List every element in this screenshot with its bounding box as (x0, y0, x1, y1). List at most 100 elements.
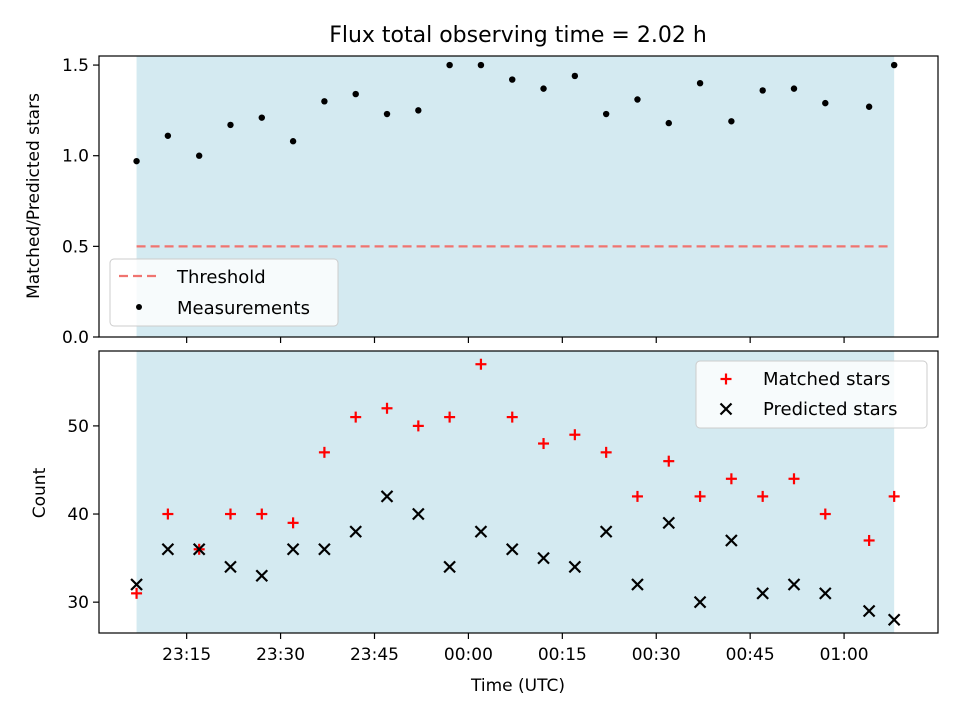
measurement-point (728, 118, 735, 125)
measurement-point (446, 61, 453, 69)
top-legend-box (109, 258, 339, 327)
predicted-star-point (631, 578, 644, 591)
x-tick-label: 00:15 (538, 645, 587, 665)
matched-star-point (663, 455, 675, 467)
predicted-star-point (443, 560, 456, 574)
measurement-point (289, 138, 297, 145)
measurement-point (790, 85, 798, 92)
matched-star-point (569, 429, 581, 441)
measurement-point (227, 121, 234, 129)
predicted-star-point (693, 595, 707, 609)
measurement-point (352, 90, 359, 98)
top-y-tick-label: 1.5 (62, 56, 89, 76)
predicted-star-point (887, 613, 901, 627)
bottom-x-ticks: 23:15 23:30 23:45 00:00 00:15 00:30 00:45 01:00 (162, 633, 869, 665)
x-tick-label: 23:15 (162, 645, 211, 665)
top-legend: Threshold Measurements (109, 258, 339, 327)
predicted-star-point (568, 560, 582, 574)
legend-measurements-swatch (136, 304, 142, 310)
matched-star-point (131, 587, 143, 599)
matched-star-point (888, 490, 900, 502)
legend-predicted-label: Predicted stars (763, 399, 897, 420)
predicted-star-point (725, 534, 738, 547)
chart-title: Flux total observing time = 2.02 h (329, 23, 707, 48)
matched-star-point (863, 534, 875, 546)
x-tick-label: 23:30 (256, 645, 305, 665)
matched-star-point (350, 411, 362, 423)
matched-star-point (412, 420, 424, 432)
top-x-ticks (186, 337, 845, 343)
matched-star-point (162, 508, 174, 520)
x-tick-label: 00:00 (444, 645, 493, 665)
measurement-points (133, 61, 898, 165)
measurement-point (164, 132, 172, 139)
matched-star-point (788, 473, 800, 485)
bottom-legend-box (695, 360, 928, 429)
predicted-star-point (862, 604, 876, 618)
predicted-star-point (380, 490, 394, 503)
top-y-tick-label: 0.5 (62, 237, 89, 257)
matched-star-point (224, 508, 236, 520)
top-y-axis-label: Matched/Predicted stars (24, 93, 44, 299)
x-tick-label: 01:00 (820, 645, 869, 665)
predicted-star-point (318, 543, 331, 556)
measurement-point (195, 152, 203, 159)
predicted-star-point (662, 516, 676, 530)
predicted-star-point (130, 578, 143, 591)
bottom-y-ticks: 30 40 50 (67, 417, 99, 613)
predicted-star-point (349, 525, 362, 538)
top-panel: 0.0 0.5 1.0 1.5 Matched/Predicted stars Thr… (24, 55, 939, 348)
top-axes-frame (98, 55, 939, 338)
predicted-star-point (599, 525, 613, 538)
matched-star-point (506, 411, 518, 423)
measurement-point (540, 85, 547, 92)
measurement-point (602, 110, 610, 118)
top-y-tick-label: 0.0 (62, 328, 89, 348)
matched-star-point (444, 411, 456, 423)
matched-star-point (757, 490, 769, 502)
legend-matched-label: Matched stars (763, 369, 890, 390)
legend-matched-swatch (720, 373, 732, 385)
measurement-point (477, 61, 485, 69)
predicted-star-point (255, 569, 269, 582)
measurement-point (759, 87, 766, 94)
measurement-point (634, 96, 641, 103)
x-tick-label: 00:45 (726, 645, 775, 665)
legend-measurements-label: Measurements (177, 298, 310, 319)
measurement-point (571, 72, 579, 80)
measurement-point (822, 99, 829, 107)
measurement-point (509, 76, 516, 83)
bottom-y-axis-label: Count (30, 467, 50, 518)
predicted-star-point (787, 578, 801, 591)
x-tick-label: 23:45 (350, 645, 399, 665)
matched-star-point (475, 358, 487, 370)
matched-star-point (819, 508, 831, 520)
predicted-star-point (224, 560, 237, 574)
predicted-star-point (161, 543, 175, 556)
matched-stars-points (131, 358, 900, 599)
predicted-stars-points (130, 490, 901, 627)
top-y-ticks: 0.0 0.5 1.0 1.5 (62, 56, 99, 348)
matched-star-point (318, 446, 330, 458)
measurement-point (415, 107, 422, 114)
measurement-point (696, 79, 704, 87)
predicted-star-point (286, 543, 300, 556)
legend-threshold-label: Threshold (176, 267, 266, 288)
measurement-point (383, 110, 391, 118)
predicted-star-point (537, 551, 550, 565)
matched-star-point (725, 473, 737, 485)
legend-predicted-marker (719, 402, 733, 416)
predicted-star-point (756, 587, 769, 600)
x-tick-label: 00:30 (632, 645, 681, 665)
bottom-axes-frame (98, 350, 939, 634)
bottom-y-tick-label: 30 (67, 593, 89, 613)
bottom-y-tick-label: 50 (67, 417, 89, 437)
x-axis-label: Time (UTC) (470, 676, 565, 696)
matched-star-point (631, 490, 643, 502)
matched-star-point (600, 446, 612, 458)
matched-star-point (287, 517, 299, 529)
bottom-legend: Matched stars Predicted stars (695, 360, 928, 429)
measurement-point (890, 61, 898, 69)
matched-star-point (694, 490, 706, 502)
